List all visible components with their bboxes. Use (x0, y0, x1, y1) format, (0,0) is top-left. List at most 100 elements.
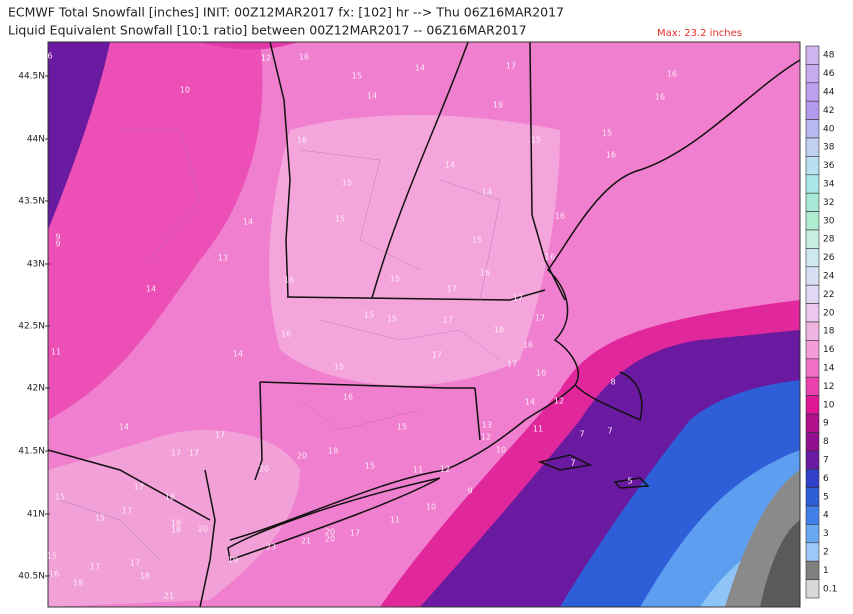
contour-label: 12 (554, 397, 564, 406)
contour-label: 20 (297, 452, 307, 461)
contour-label: 23 (266, 543, 276, 552)
contour-label: 15 (387, 315, 397, 324)
lat-label: 43N (27, 260, 45, 270)
colorbar-label: 42 (823, 106, 834, 116)
colorbar-cell (805, 358, 820, 378)
contour-label: 14 (367, 92, 377, 101)
contour-label: 8 (104, 20, 109, 29)
colorbar-cell (805, 487, 820, 507)
contour-label: 20 (325, 528, 335, 537)
contour-label: 5 (627, 477, 632, 486)
lat-label: 42.5N (18, 322, 45, 332)
contour-label: 12 (440, 465, 450, 474)
contour-label: 17 (506, 62, 516, 71)
contour-label: 15 (365, 462, 375, 471)
contour-label: 16 (281, 330, 291, 339)
colorbar-cell (805, 248, 820, 268)
colorbar-label: 6 (823, 474, 829, 484)
colorbar-cell (805, 468, 820, 488)
contour-label: 17 (535, 314, 545, 323)
contour-label: 9 (55, 240, 60, 249)
contour-label: 16 (545, 253, 555, 262)
colorbar-cell (805, 560, 820, 580)
colorbar-label: 28 (823, 235, 835, 245)
contour-label: 6 (47, 52, 52, 61)
contour-label: 16 (297, 136, 307, 145)
contour-label: 17 (189, 449, 199, 458)
colorbar-cell (805, 137, 820, 157)
colorbar-cell (805, 192, 820, 212)
contour-label: 7 (579, 430, 584, 439)
contour-label: 20 (198, 525, 208, 534)
colorbar-cell (805, 303, 820, 323)
colorbar-label: 8 (823, 437, 829, 447)
map-area (48, 42, 800, 607)
title-line-1: ECMWF Total Snowfall [inches] INIT: 00Z1… (8, 5, 564, 20)
contour-label: 17 (90, 563, 100, 572)
contour-label: 17 (130, 559, 140, 568)
lat-label: 41N (27, 510, 45, 520)
contour-label: 16 (284, 276, 294, 285)
contour-label: 11 (51, 348, 61, 357)
contour-label: 14 (525, 398, 535, 407)
contour-label: 16 (523, 341, 533, 350)
contour-label: 18 (171, 526, 181, 535)
map-frame (47, 41, 801, 608)
colorbar-cell (805, 284, 820, 304)
contour-label: 15 (390, 275, 400, 284)
contour-label: 9 (467, 487, 472, 496)
colorbar-cell (805, 211, 820, 231)
colorbar-label: 5 (823, 492, 829, 502)
contour-label: 8 (610, 378, 615, 387)
contour-label: 13 (218, 254, 228, 263)
colorbar-cell (805, 266, 820, 286)
colorbar-label: 22 (823, 290, 834, 300)
colorbar-cell (805, 432, 820, 452)
lat-label: 40.5N (18, 572, 45, 582)
contour-label: 11 (533, 425, 543, 434)
lat-label: 42N (27, 384, 45, 394)
contour-label: 15 (334, 363, 344, 372)
colorbar-label: 12 (823, 382, 834, 392)
contour-label: 17 (171, 449, 181, 458)
contour-label: 19 (493, 101, 503, 110)
contour-label: 11 (413, 466, 423, 475)
contour-label: 15 (472, 236, 482, 245)
colorbar-cell (805, 82, 820, 102)
max-note: Max: 23.2 inches (657, 28, 742, 39)
colorbar-cell (805, 450, 820, 470)
contour-label: 13 (482, 421, 492, 430)
contour-label: 20 (259, 465, 269, 474)
contour-label: 16 (655, 93, 665, 102)
contour-label: 15 (397, 423, 407, 432)
contour-label: 16 (49, 570, 59, 579)
colorbar-cell (805, 524, 820, 544)
colorbar-label: 2 (823, 548, 829, 558)
colorbar-cell (805, 100, 820, 120)
contour-label: 17 (447, 285, 457, 294)
contour-label: 16 (667, 70, 677, 79)
contour-label: 15 (55, 493, 65, 502)
contour-label: 15 (602, 129, 612, 138)
contour-label: 15 (531, 136, 541, 145)
colorbar-label: 9 (823, 419, 829, 429)
lat-label: 44.5N (18, 72, 45, 82)
contour-label: 16 (536, 369, 546, 378)
contour-label: 9 (55, 233, 60, 242)
contour-label: 18 (140, 572, 150, 581)
colorbar-label: 7 (823, 456, 829, 466)
colorbar-cell (805, 45, 820, 65)
contour-label: 16 (555, 212, 565, 221)
colorbar-cell (805, 579, 820, 599)
colorbar-label: 4 (823, 511, 829, 521)
colorbar-label: 14 (823, 364, 835, 374)
contour-label: 15 (335, 215, 345, 224)
lat-label: 41.5N (18, 447, 45, 457)
colorbar-cell (805, 229, 820, 249)
contour-label: 17 (432, 351, 442, 360)
colorbar-cell (805, 395, 820, 415)
contour-label: 17 (507, 360, 517, 369)
contour-label: 18 (73, 579, 83, 588)
